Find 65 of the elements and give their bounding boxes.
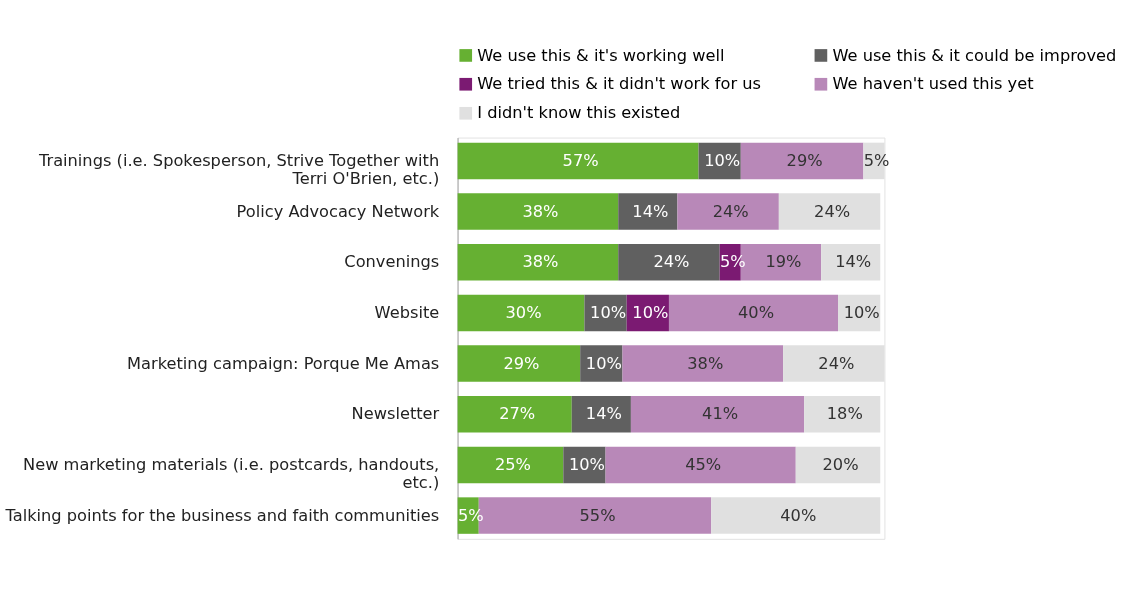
data-label: 5% (863, 151, 890, 171)
data-label: 5% (719, 252, 746, 272)
bar (630, 396, 805, 433)
data-label: 20% (822, 455, 859, 475)
y-tick-label: Website (374, 303, 440, 323)
data-label: 18% (826, 404, 863, 424)
data-label: 40% (780, 505, 817, 525)
bar (795, 446, 881, 484)
legend-label: I didn't know this existed (477, 103, 681, 123)
data-label: 40% (738, 303, 775, 323)
data-label: 10% (632, 303, 669, 323)
y-tick-label: Policy Advocacy Network (236, 201, 440, 221)
legend-label: We use this & it could be improved (832, 45, 1117, 65)
data-label: 24% (814, 201, 851, 221)
data-label: 38% (522, 252, 559, 272)
y-tick-label: Convenings (344, 252, 440, 272)
legend-label: We use this & it's working well (477, 45, 725, 65)
y-tick-label: Marketing campaign: Porque Me Amas (127, 353, 440, 373)
bar (618, 193, 678, 230)
bar (677, 193, 779, 230)
bar (605, 446, 796, 484)
bar (804, 396, 881, 433)
data-label: 14% (585, 404, 622, 424)
bar (457, 446, 564, 484)
bar (457, 142, 699, 180)
data-label: 14% (835, 252, 872, 272)
bar (457, 345, 581, 382)
y-tick-label: Newsletter (351, 404, 440, 424)
data-label: 10% (585, 353, 622, 373)
data-label: 45% (685, 455, 722, 475)
data-label: 29% (786, 151, 823, 171)
bar (457, 193, 619, 230)
data-label: 24% (653, 252, 690, 272)
data-label: 41% (702, 404, 739, 424)
y-tick-label: Talking points for the business and faith communities (4, 505, 440, 525)
bar (457, 396, 572, 433)
bar (711, 497, 881, 534)
legend-label: We haven't used this yet (832, 74, 1034, 94)
bar (668, 294, 839, 332)
bar (740, 142, 864, 180)
data-label: 10% (590, 303, 627, 323)
bar (571, 396, 631, 433)
data-label: 57% (562, 151, 599, 171)
data-label: 14% (632, 201, 669, 221)
data-label: 38% (687, 353, 724, 373)
bar (457, 294, 585, 332)
data-label: 27% (499, 404, 536, 424)
data-label: 29% (503, 353, 540, 373)
bar (778, 193, 881, 230)
y-tick-label: Trainings (i.e. Spokesperson, Strive Together with Terri O'Brien, etc.) (37, 151, 440, 188)
data-label: 24% (712, 201, 749, 221)
data-label: 55% (579, 505, 616, 525)
data-label: 10% (568, 455, 606, 475)
data-label: 10% (704, 151, 741, 171)
bar (618, 244, 720, 281)
bar (457, 244, 619, 281)
y-tick-label: New marketing materials (i.e. postcards, handouts, etc.) (23, 455, 440, 492)
data-label: 24% (818, 353, 855, 373)
data-label: 10% (843, 303, 880, 323)
bar (622, 345, 784, 382)
data-label: 25% (494, 455, 532, 475)
data-label: 30% (505, 303, 542, 323)
data-label: 38% (522, 201, 559, 221)
data-label: 19% (765, 252, 802, 272)
legend-label: We tried this & it didn't work for us (477, 74, 761, 94)
